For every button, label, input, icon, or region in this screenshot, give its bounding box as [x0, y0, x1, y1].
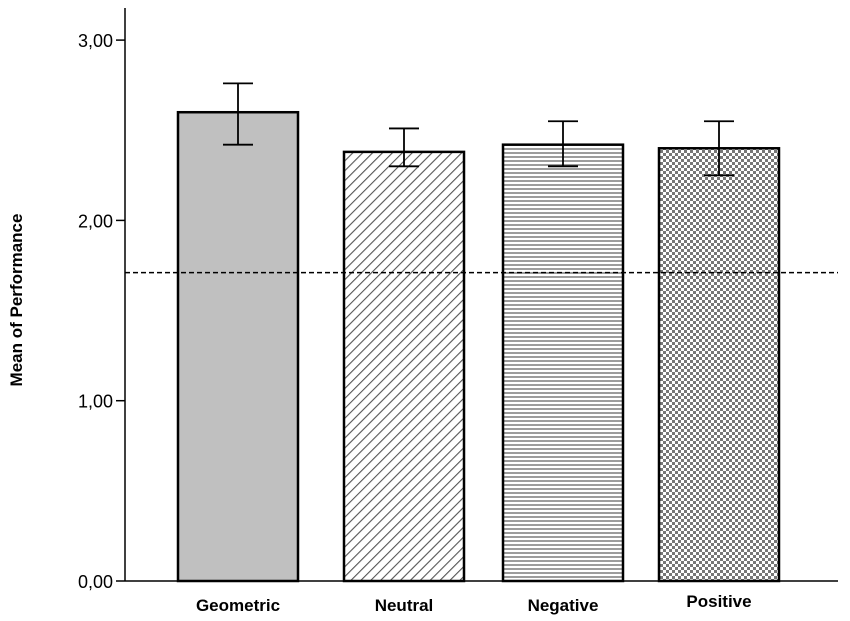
x-category-label: Positive	[686, 592, 751, 611]
bar-negative	[501, 143, 625, 583]
y-tick-label: 2,00	[78, 211, 113, 231]
y-axis-label: Mean of Performance	[7, 214, 26, 387]
y-tick-label: 3,00	[78, 31, 113, 51]
error-bar-geometric	[223, 82, 253, 146]
bar-neutral	[342, 150, 466, 583]
error-bar-positive	[704, 120, 734, 177]
bar-positive	[657, 147, 781, 583]
y-tick-label: 1,00	[78, 392, 113, 412]
x-category-label: Negative	[528, 596, 599, 615]
x-category-label: Neutral	[375, 596, 434, 615]
error-bar-negative	[548, 120, 578, 168]
bar-geometric	[176, 110, 300, 583]
y-tick-label: 0,00	[78, 572, 113, 592]
error-bar-neutral	[389, 127, 419, 168]
x-category-label: Geometric	[196, 596, 280, 615]
